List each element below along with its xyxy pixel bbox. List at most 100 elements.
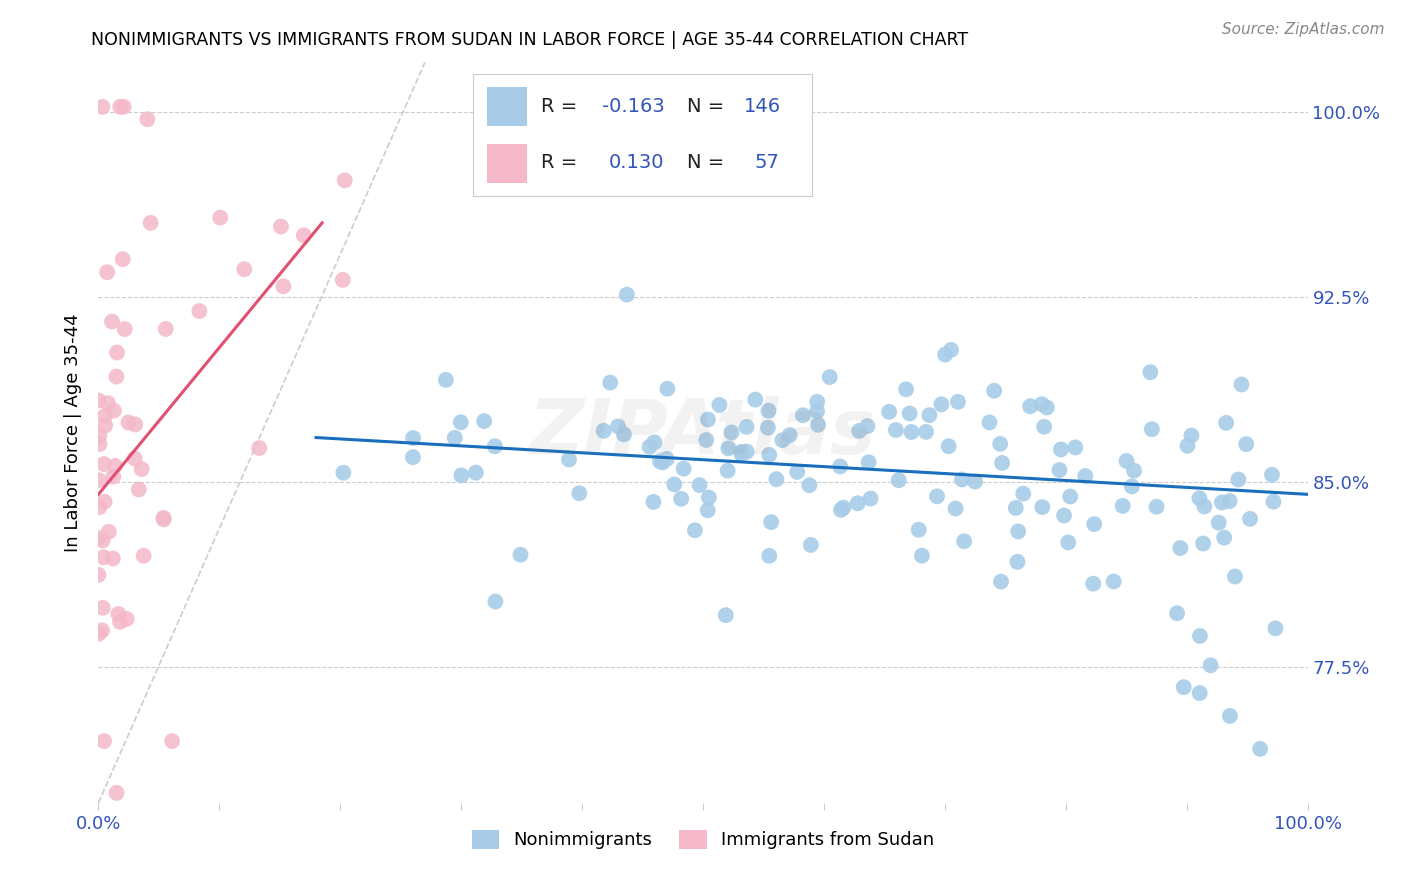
Point xyxy=(1227,473,1250,487)
Point xyxy=(1050,442,1073,457)
Text: ZIPAtlas: ZIPAtlas xyxy=(529,396,877,469)
Point xyxy=(938,439,960,453)
Point xyxy=(950,473,973,487)
Point xyxy=(792,409,814,423)
Point xyxy=(94,409,117,423)
Point xyxy=(689,478,711,492)
Point xyxy=(107,607,129,621)
Point xyxy=(124,451,146,466)
Point xyxy=(655,451,678,466)
Point xyxy=(1007,524,1029,539)
Point xyxy=(1047,463,1070,477)
Point xyxy=(953,534,976,549)
Point xyxy=(599,376,621,390)
Point xyxy=(898,407,921,421)
Point xyxy=(931,397,953,411)
Point xyxy=(695,433,717,447)
Point xyxy=(669,491,692,506)
Point xyxy=(648,454,671,468)
Point xyxy=(1121,479,1143,493)
Point xyxy=(613,427,636,442)
Point xyxy=(103,403,125,417)
Point xyxy=(91,533,114,548)
Point xyxy=(509,548,531,562)
Point xyxy=(714,608,737,623)
Point xyxy=(128,483,150,497)
Point xyxy=(112,100,135,114)
Point xyxy=(991,456,1014,470)
Point xyxy=(1173,680,1195,694)
Point xyxy=(1004,500,1026,515)
Point xyxy=(1146,500,1168,514)
Point xyxy=(152,512,174,526)
Point xyxy=(152,510,174,524)
Point xyxy=(270,219,292,234)
Point xyxy=(402,450,425,465)
Point xyxy=(1074,469,1097,483)
Point xyxy=(87,393,110,408)
Point xyxy=(735,444,758,458)
Point xyxy=(89,500,111,515)
Point xyxy=(1234,437,1257,451)
Point xyxy=(683,523,706,537)
Point xyxy=(918,408,941,422)
Point xyxy=(758,549,780,563)
Point xyxy=(1219,709,1241,723)
Point xyxy=(696,503,718,517)
Point xyxy=(643,495,665,509)
Point xyxy=(101,314,124,328)
Point xyxy=(1019,399,1042,413)
Point xyxy=(131,462,153,476)
Point xyxy=(1199,658,1222,673)
Point xyxy=(1261,467,1284,482)
Point xyxy=(155,322,177,336)
Point xyxy=(188,304,211,318)
Point xyxy=(273,279,295,293)
Point xyxy=(1059,490,1081,504)
Point xyxy=(800,538,823,552)
Point xyxy=(1111,499,1133,513)
Point xyxy=(1053,508,1076,523)
Point xyxy=(592,424,614,438)
Point xyxy=(672,461,695,475)
Point xyxy=(832,500,855,515)
Point xyxy=(907,523,929,537)
Point xyxy=(887,473,910,487)
Point xyxy=(160,734,183,748)
Point xyxy=(744,392,766,407)
Point xyxy=(132,549,155,563)
Point xyxy=(758,403,780,417)
Point xyxy=(93,457,115,471)
Point xyxy=(651,455,673,469)
Point xyxy=(934,348,956,362)
Point xyxy=(664,477,686,491)
Point xyxy=(697,412,720,426)
Point xyxy=(1188,686,1211,700)
Point xyxy=(450,468,472,483)
Point xyxy=(124,417,146,432)
Point xyxy=(709,398,731,412)
Point xyxy=(697,491,720,505)
Point xyxy=(988,437,1011,451)
Point xyxy=(1033,419,1056,434)
Point xyxy=(96,265,118,279)
Point xyxy=(1036,401,1059,415)
Point xyxy=(91,624,114,638)
Point xyxy=(443,431,465,445)
Point xyxy=(643,435,665,450)
Point xyxy=(1263,494,1285,508)
Point xyxy=(139,216,162,230)
Point xyxy=(568,486,591,500)
Point xyxy=(1102,574,1125,589)
Point xyxy=(87,567,110,582)
Point xyxy=(720,425,742,440)
Text: Source: ZipAtlas.com: Source: ZipAtlas.com xyxy=(1222,22,1385,37)
Point xyxy=(1083,517,1105,532)
Point xyxy=(925,489,948,503)
Point xyxy=(105,786,128,800)
Point xyxy=(108,615,131,629)
Point xyxy=(846,496,869,510)
Point xyxy=(979,416,1001,430)
Point xyxy=(209,211,232,225)
Point xyxy=(110,100,132,114)
